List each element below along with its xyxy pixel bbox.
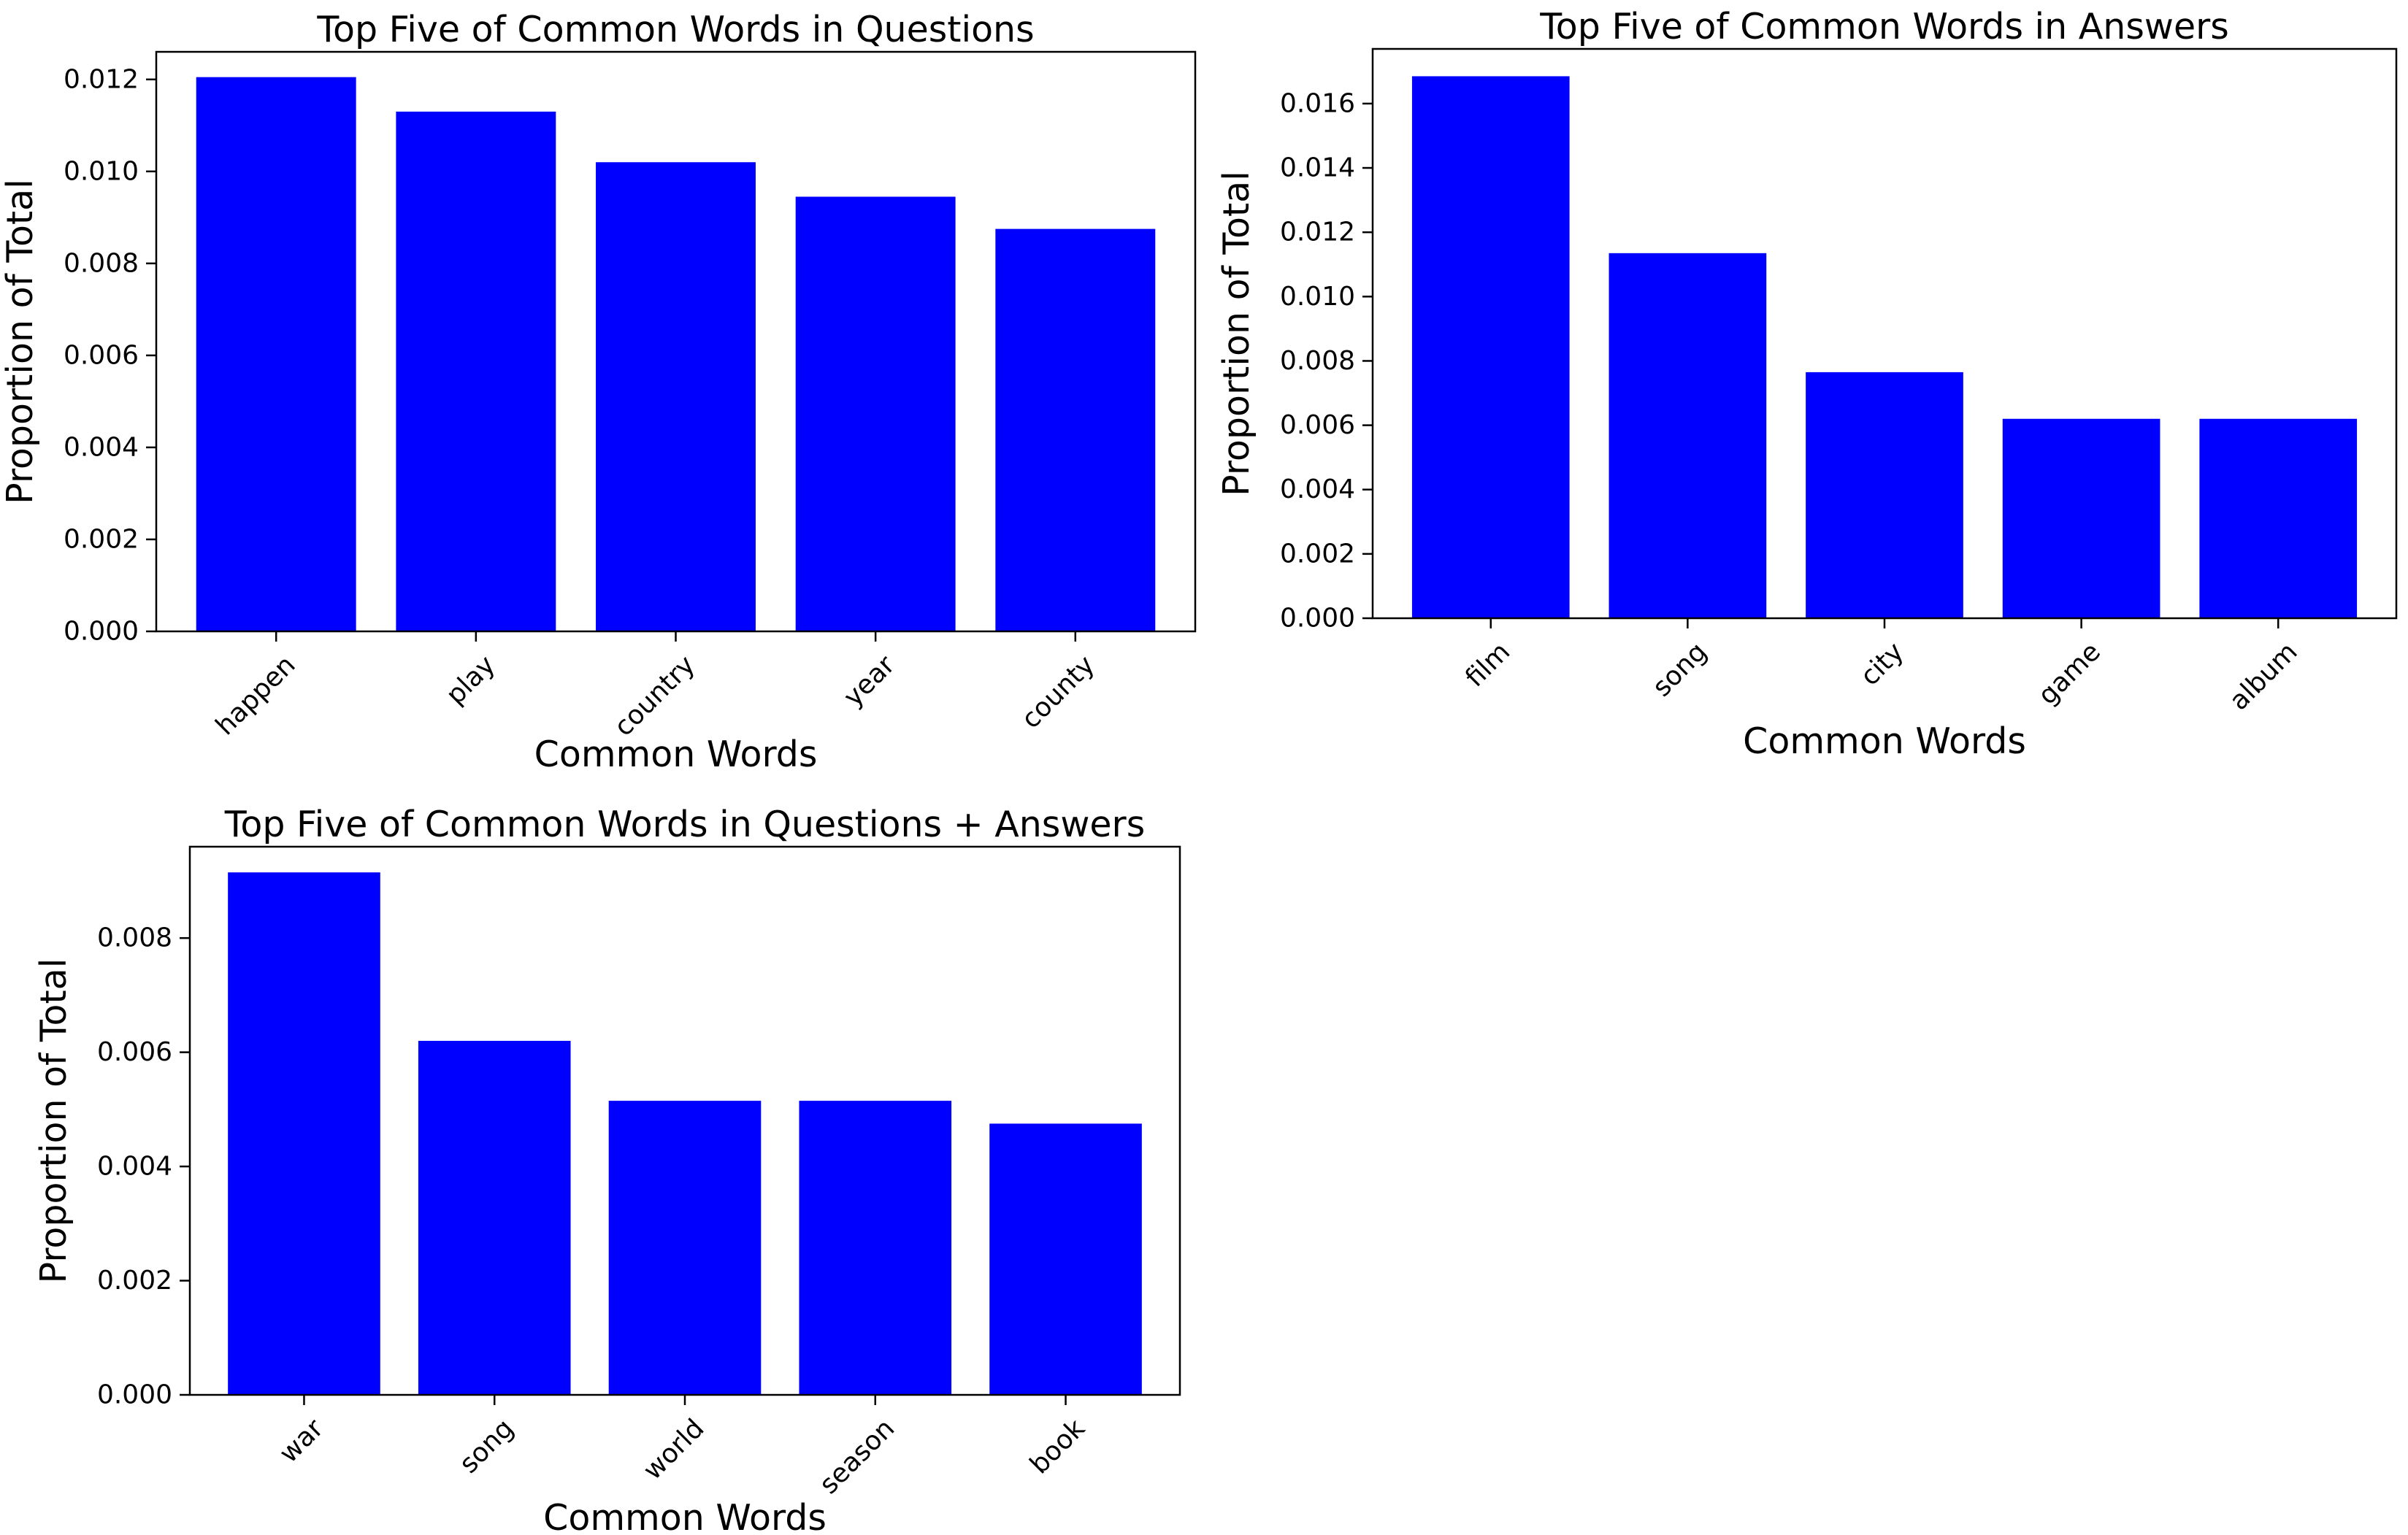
x-axis-label: Common Words <box>543 1497 827 1535</box>
x-axis-label: Common Words <box>534 734 818 775</box>
y-tick-label: 0.000 <box>64 617 139 647</box>
bar-happen <box>196 77 356 631</box>
bar-game <box>2002 418 2160 618</box>
y-tick-label: 0.002 <box>64 524 139 554</box>
y-tick-label: 0.010 <box>1280 282 1355 312</box>
y-tick-label: 0.008 <box>1280 346 1355 376</box>
y-tick-label: 0.000 <box>1280 604 1355 634</box>
y-tick-label: 0.004 <box>97 1152 172 1182</box>
y-tick-label: 0.008 <box>64 248 139 278</box>
chart-answers: Top Five of Common Words in Answers Comm… <box>1216 6 2398 762</box>
y-tick-label: 0.012 <box>64 64 139 94</box>
y-tick-label: 0.014 <box>1280 153 1355 183</box>
x-axis-label: Common Words <box>1743 720 2026 762</box>
bar-play <box>396 111 556 631</box>
bar-country <box>596 162 756 631</box>
y-tick-label: 0.004 <box>64 432 139 462</box>
y-tick-label: 0.012 <box>1280 218 1355 247</box>
bar-world <box>608 1101 762 1395</box>
y-axis-label: Proportion of Total <box>1216 171 1257 496</box>
bar-album <box>2199 418 2358 618</box>
y-tick-label: 0.006 <box>64 340 139 370</box>
y-tick-label: 0.006 <box>1280 410 1355 440</box>
bar-season <box>799 1101 952 1395</box>
y-tick-label: 0.002 <box>97 1266 172 1296</box>
y-tick-label: 0.000 <box>97 1380 172 1410</box>
bar-song <box>418 1040 571 1395</box>
chart-title: Top Five of Common Words in Answers <box>1539 6 2229 47</box>
y-tick-label: 0.002 <box>1280 539 1355 569</box>
y-tick-label: 0.010 <box>64 156 139 186</box>
y-tick-label: 0.008 <box>97 923 172 953</box>
chart-title: Top Five of Common Words in Questions <box>316 9 1034 50</box>
y-tick-label: 0.004 <box>1280 474 1355 504</box>
chart-questions-answers: Top Five of Common Words in Questions + … <box>33 804 1181 1535</box>
bar-year <box>795 196 956 631</box>
bar-city <box>1806 372 1963 618</box>
y-axis-label: Proportion of Total <box>0 179 41 504</box>
bar-book <box>989 1123 1142 1395</box>
y-axis-label: Proportion of Total <box>33 958 74 1284</box>
bar-war <box>228 872 380 1395</box>
bar-song <box>1608 253 1767 618</box>
bar-county <box>995 228 1156 632</box>
y-tick-label: 0.006 <box>97 1037 172 1067</box>
y-tick-label: 0.016 <box>1280 88 1355 118</box>
bar-film <box>1411 76 1570 618</box>
chart-title: Top Five of Common Words in Questions + … <box>224 804 1145 845</box>
